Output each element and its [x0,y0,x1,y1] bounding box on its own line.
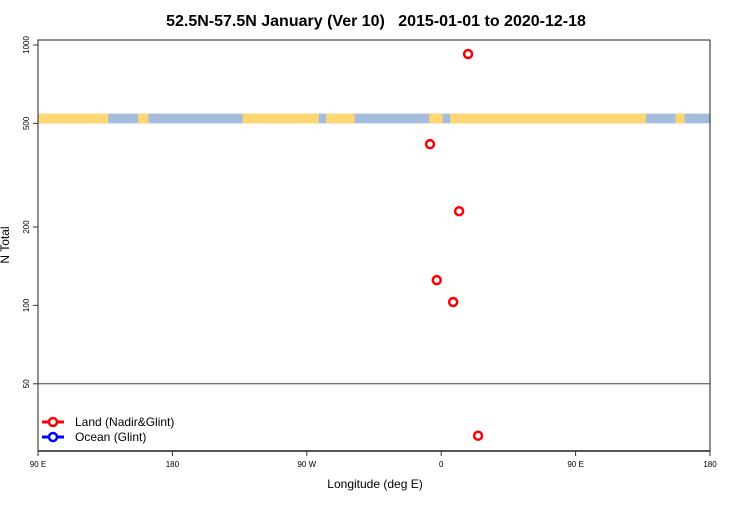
strip-land-segment [138,113,149,124]
legend: Land (Nadir&Glint) Ocean (Glint) [42,415,174,444]
x-tick-label: 90 W [297,460,316,469]
x-tick-label: 90 E [30,460,46,469]
legend-ocean-marker [47,431,59,443]
legend-entry-ocean: Ocean (Glint) [42,430,146,444]
y-tick-label: 100 [22,298,31,312]
strip-land-segment [450,113,646,124]
legend-entry-land: Land (Nadir&Glint) [42,415,174,429]
x-tick-label: 0 [439,460,444,469]
y-tick-label: 1000 [22,36,31,54]
strip-land-segment [38,113,109,124]
y-axis-label: N Total [0,226,12,263]
strip-ocean [38,113,710,124]
data-point [424,138,436,150]
chart-title: 52.5N-57.5N January (Ver 10) 2015-01-01 … [166,13,586,30]
y-axis-ticks: 1000 500 200 100 50 [22,36,38,388]
data-point [431,274,442,286]
strip-land-segment [242,113,319,124]
strip-land-segment [429,113,443,124]
surface-strip [38,113,710,124]
y-tick-label: 200 [22,220,31,234]
legend-land-label: Land (Nadir&Glint) [75,415,174,429]
x-axis-label: Longitude (deg E) [327,477,422,491]
y-tick-label: 500 [22,116,31,130]
x-tick-label: 90 E [567,460,583,469]
data-points [424,48,484,441]
strip-land-segment [675,113,685,124]
data-point [453,205,465,217]
legend-ocean-label: Ocean (Glint) [75,430,146,444]
data-point [462,48,474,60]
x-axis-ticks: 90 E 180 90 W 0 90 E 180 [30,451,717,469]
legend-land-marker [47,416,59,428]
data-point [447,296,459,308]
y-tick-label: 50 [22,379,31,388]
strip-land-segment [326,113,355,124]
x-tick-label: 180 [166,460,180,469]
x-tick-label: 180 [703,460,717,469]
data-point [472,430,484,441]
plot-frame [37,39,711,452]
